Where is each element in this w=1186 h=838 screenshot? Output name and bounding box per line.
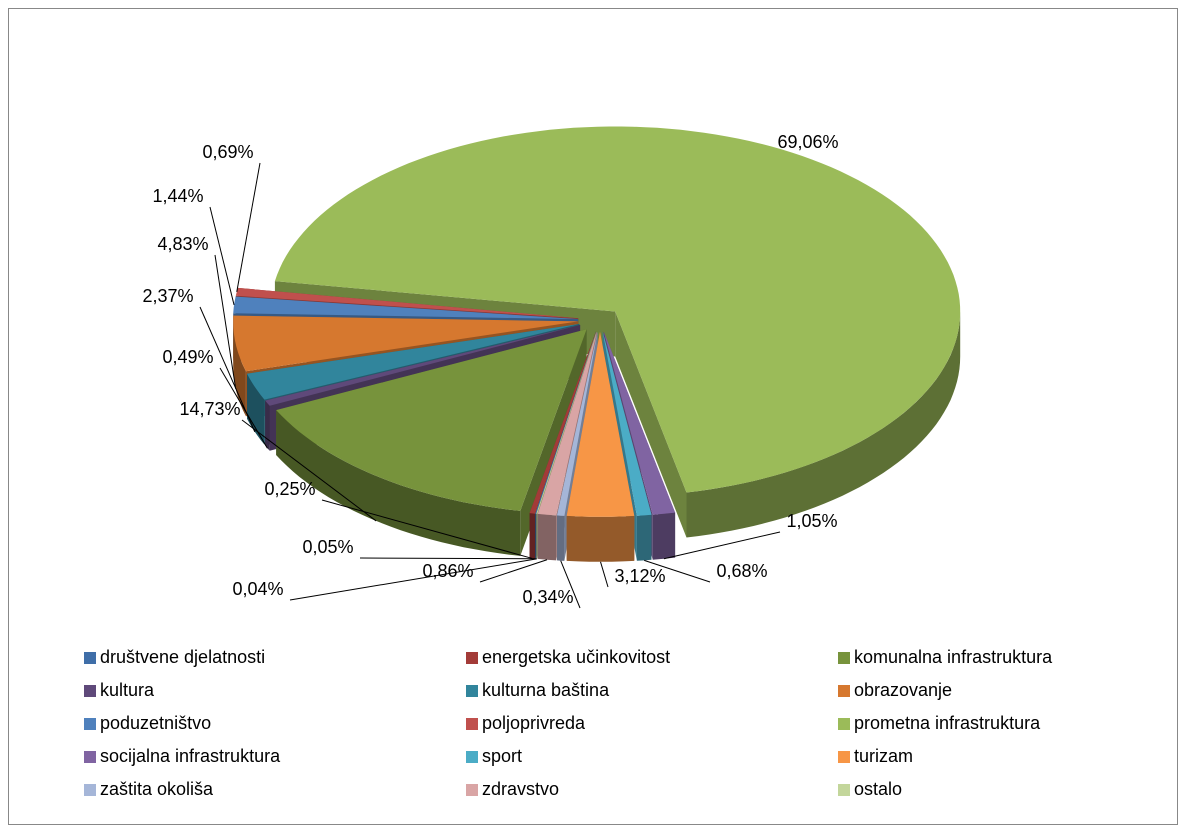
legend-label: turizam: [854, 746, 913, 766]
legend-swatch: [466, 652, 478, 664]
legend-swatch: [838, 718, 850, 730]
legend-swatch: [84, 784, 96, 796]
leader-line: [560, 560, 581, 609]
legend-swatch: [466, 718, 478, 730]
legend-label: obrazovanje: [854, 680, 952, 700]
leader-line: [199, 306, 256, 433]
pie: [233, 126, 961, 562]
legend-label: zaštita okoliša: [100, 779, 214, 799]
data-labels: 0,05% 0,25% 14,73% 0,49% 2,37% 4,83% 1,44% 0,69…: [142, 132, 839, 609]
slice-side: [537, 513, 557, 561]
slice: [537, 331, 597, 516]
slice-side: [233, 321, 246, 417]
data-label: 0,69%: [202, 142, 253, 162]
leader-line: [209, 206, 235, 306]
leader-line: [663, 531, 781, 560]
slice-side: [686, 311, 961, 538]
data-label: 1,05%: [786, 511, 837, 531]
leader-line: [236, 162, 261, 292]
legend-swatch: [466, 751, 478, 763]
leader-line: [321, 499, 533, 559]
legend-swatch: [838, 652, 850, 664]
data-label: 0,05%: [302, 537, 353, 557]
slice-side: [276, 410, 521, 556]
legend-swatch: [84, 652, 96, 664]
legend-label: sport: [482, 746, 522, 766]
legend-swatch: [84, 718, 96, 730]
slice: [602, 331, 652, 516]
slice: [603, 331, 676, 515]
slice: [233, 315, 579, 372]
slice-side: [247, 373, 265, 445]
slice-side: [529, 513, 535, 559]
leader-line: [479, 559, 548, 583]
slice-wall: [557, 331, 598, 561]
slice: [274, 126, 961, 493]
slice: [566, 331, 635, 517]
slice: [536, 331, 597, 514]
leader-line: [241, 419, 377, 522]
data-label: 1,44%: [152, 186, 203, 206]
slice: [247, 324, 580, 400]
legend-swatch: [84, 751, 96, 763]
data-label: 2,37%: [142, 286, 193, 306]
legend-label: zdravstvo: [482, 779, 559, 799]
leader-line: [359, 557, 536, 560]
legend-label: poljoprivreda: [482, 713, 586, 733]
legend-swatch: [838, 784, 850, 796]
data-label: 4,83%: [157, 234, 208, 254]
data-label: 14,73%: [179, 399, 240, 419]
data-label: 0,49%: [162, 347, 213, 367]
slice-side: [535, 513, 537, 559]
data-label: 0,34%: [522, 587, 573, 607]
leader-line: [600, 561, 609, 588]
leader-line: [219, 367, 268, 449]
slice: [265, 325, 581, 406]
legend-label: komunalna infrastruktura: [854, 647, 1053, 667]
legend-swatch: [84, 685, 96, 697]
slice-side: [652, 512, 676, 560]
legend-swatch: [838, 685, 850, 697]
data-label: 0,68%: [716, 561, 767, 581]
data-label: 0,25%: [264, 479, 315, 499]
leader-line: [644, 559, 711, 583]
legend-swatch: [466, 685, 478, 697]
slice: [233, 296, 579, 320]
slice: [535, 331, 597, 514]
slice: [529, 331, 596, 514]
legend: društvene djelatnosti energetska učinkovi…: [84, 647, 1053, 799]
legend-swatch: [466, 784, 478, 796]
legend-label: kultura: [100, 680, 155, 700]
data-label: 3,12%: [614, 566, 665, 586]
legend-label: prometna infrastruktura: [854, 713, 1041, 733]
leader-line: [214, 254, 237, 389]
slice: [276, 329, 587, 511]
slice: [235, 287, 579, 319]
slice-side: [636, 514, 652, 561]
legend-label: socijalna infrastruktura: [100, 746, 281, 766]
legend-label: ostalo: [854, 779, 902, 799]
slice-wall: [615, 311, 687, 538]
legend-swatch: [838, 751, 850, 763]
slice-side: [265, 400, 270, 451]
legend-label: poduzetništvo: [100, 713, 211, 733]
legend-label: kulturna baština: [482, 680, 610, 700]
slice-side: [536, 513, 538, 559]
slice: [557, 331, 598, 516]
legend-label: energetska učinkovitost: [482, 647, 670, 667]
data-label: 0,04%: [232, 579, 283, 599]
data-label: 69,06%: [777, 132, 838, 152]
legend-label: društvene djelatnosti: [100, 647, 265, 667]
slice-side: [566, 515, 635, 562]
leader-line: [289, 558, 537, 601]
slice-side: [557, 515, 565, 561]
